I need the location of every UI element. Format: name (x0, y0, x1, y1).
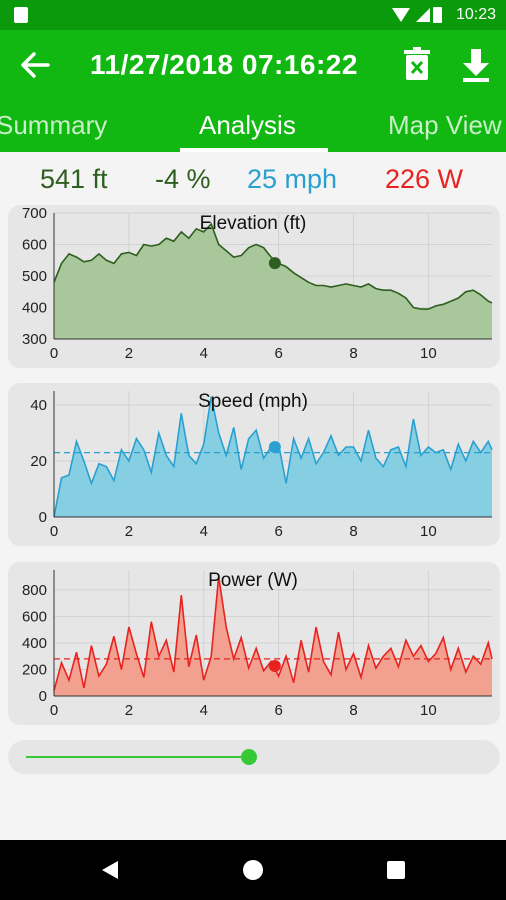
arrow-left-icon[interactable] (18, 48, 52, 82)
x-tick-label: 4 (200, 523, 208, 540)
slider-thumb[interactable] (241, 749, 258, 765)
stats-row: 541 ft -4 % 25 mph 226 W (0, 152, 506, 202)
y-tick-label: 200 (22, 661, 47, 678)
elevation-chart[interactable]: 0 2 4 6 8 10 300 400 500 600 700 Elevation (ft) (8, 205, 500, 368)
x-tick-label: 2 (125, 523, 133, 540)
position-marker (268, 660, 281, 673)
y-tick-label: 400 (22, 635, 47, 652)
nav-bar (0, 840, 506, 900)
position-marker (268, 441, 281, 453)
x-tick-label: 2 (125, 702, 133, 719)
x-tick-label: 0 (50, 702, 58, 719)
download-icon[interactable] (458, 46, 494, 82)
position-slider[interactable] (8, 740, 500, 774)
x-tick-label: 6 (274, 345, 282, 362)
status-time: 10:23 (455, 6, 496, 23)
x-tick-label: 4 (200, 345, 208, 362)
tab-map-view[interactable]: Map View (388, 110, 502, 140)
tab-summary[interactable]: Summary (0, 110, 108, 140)
y-tick-label: 0 (39, 509, 47, 526)
y-tick-label: 800 (22, 582, 47, 599)
x-tick-label: 0 (50, 523, 58, 540)
chart-title: Power (W) (208, 570, 298, 591)
x-tick-label: 6 (274, 523, 282, 540)
y-tick-label: 400 (22, 300, 47, 317)
x-tick-label: 10 (420, 523, 437, 540)
y-tick-label: 20 (30, 453, 47, 470)
tab-bar: Summary Analysis Map View (0, 100, 506, 152)
x-tick-label: 10 (420, 345, 437, 362)
x-tick-label: 8 (349, 345, 357, 362)
y-tick-label: 700 (22, 205, 47, 222)
x-tick-label: 0 (50, 345, 58, 362)
y-tick-label: 600 (22, 608, 47, 625)
sim-card-icon (14, 7, 28, 23)
x-tick-label: 6 (274, 702, 282, 719)
y-tick-label: 40 (30, 397, 47, 414)
signal-icon (416, 8, 430, 22)
speed-chart-card: 0 2 4 6 8 10 0 20 40 Speed (mph) (8, 383, 500, 546)
y-tick-label: 300 (22, 331, 47, 348)
series-area (54, 576, 492, 696)
speed-chart[interactable]: 0 2 4 6 8 10 0 20 40 Speed (mph) (8, 383, 500, 546)
speed-stat: 25 mph (247, 164, 338, 194)
elevation-chart-card: 0 2 4 6 8 10 300 400 500 600 700 Elevation (ft) (8, 205, 500, 368)
y-tick-label: 600 (22, 237, 47, 254)
app-bar: 11/27/2018 07:16:22 (0, 30, 506, 100)
power-chart[interactable]: 0 2 4 6 8 10 0 200 400 600 800 Power (W) (8, 562, 500, 725)
wifi-icon (392, 8, 410, 22)
nav-back-icon[interactable] (102, 861, 118, 879)
status-bar: 10:23 (0, 0, 506, 30)
elevation-stat: 541 ft (40, 164, 108, 194)
x-tick-label: 4 (200, 702, 208, 719)
trash-icon[interactable] (400, 46, 434, 82)
power-chart-card: 0 2 4 6 8 10 0 200 400 600 800 Power (W) (8, 562, 500, 725)
tab-analysis[interactable]: Analysis (199, 110, 296, 140)
x-tick-label: 10 (420, 702, 437, 719)
y-tick-label: 500 (22, 268, 47, 285)
y-tick-label: 0 (39, 688, 47, 705)
page-title: 11/27/2018 07:16:22 (90, 49, 358, 80)
grade-stat: -4 % (155, 164, 211, 194)
position-marker (268, 257, 281, 270)
slider-track[interactable] (26, 756, 250, 758)
x-tick-label: 2 (125, 345, 133, 362)
nav-home-icon[interactable] (243, 860, 263, 880)
nav-recent-icon[interactable] (387, 861, 405, 879)
chart-title: Speed (mph) (198, 391, 308, 412)
x-tick-label: 8 (349, 702, 357, 719)
power-stat: 226 W (385, 164, 464, 194)
series-area (54, 224, 492, 339)
tab-indicator (180, 148, 328, 152)
x-tick-label: 8 (349, 523, 357, 540)
series-area (54, 396, 492, 517)
chart-title: Elevation (ft) (200, 213, 307, 234)
battery-icon (433, 7, 442, 23)
